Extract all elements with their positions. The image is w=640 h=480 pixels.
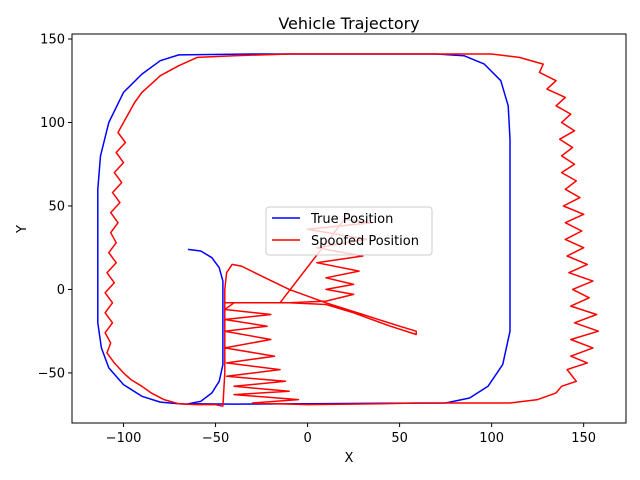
y-tick-label: 100 [40, 116, 65, 131]
series-layer [97, 53, 600, 408]
legend-label-true-position: True Position [310, 212, 393, 227]
x-axis-ticks: −100 −50 0 50 100 150 [106, 423, 596, 446]
axes-frame [71, 33, 627, 424]
x-tick-label: 0 [303, 431, 311, 446]
x-tick-label: −100 [106, 431, 142, 446]
x-tick-label: 50 [391, 431, 408, 446]
plot-area [71, 33, 627, 424]
legend-box [265, 206, 433, 256]
y-tick-label: 150 [40, 33, 65, 48]
series-line-spoofed-position [104, 53, 600, 408]
legend-label-spoofed-position: Spoofed Position [311, 234, 419, 249]
y-tick-label: 50 [48, 199, 65, 214]
y-tick-label: −50 [38, 366, 65, 381]
chart-title: Vehicle Trajectory [278, 14, 419, 33]
series-line-true-position [97, 53, 511, 405]
x-tick-label: 100 [479, 431, 504, 446]
legend: True Position Spoofed Position [265, 206, 433, 256]
y-axis-label: Y [15, 225, 30, 234]
x-axis-label: X [345, 451, 354, 466]
x-tick-label: 150 [571, 431, 596, 446]
y-axis-ticks: −50 0 50 100 150 [38, 33, 72, 381]
y-tick-label: 0 [57, 283, 65, 298]
x-tick-label: −50 [202, 431, 229, 446]
